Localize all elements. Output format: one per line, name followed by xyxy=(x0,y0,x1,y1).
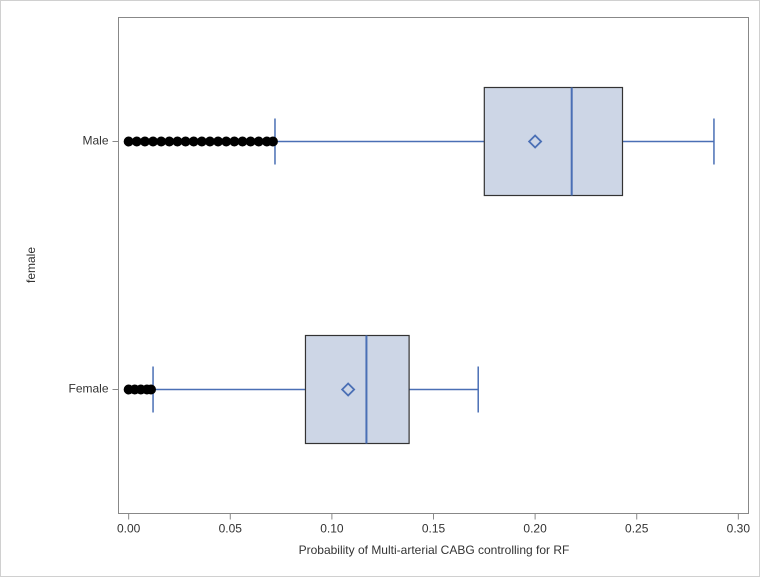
mean-marker xyxy=(527,134,543,149)
outlier xyxy=(229,136,240,147)
outlier xyxy=(253,136,264,147)
outlier xyxy=(146,384,157,395)
outlier xyxy=(131,136,142,147)
x-axis-label: Probability of Multi-arterial CABG contr… xyxy=(299,543,570,557)
y-tick-label: Female xyxy=(68,382,108,396)
outlier xyxy=(172,136,183,147)
y-tick-label: Male xyxy=(82,134,108,148)
x-tick-label: 0.30 xyxy=(727,522,751,536)
y-axis-label: female xyxy=(24,247,38,283)
outlier xyxy=(204,136,215,147)
x-tick-label: 0.20 xyxy=(523,522,547,536)
x-tick-label: 0.15 xyxy=(422,522,446,536)
x-tick-label: 0.10 xyxy=(320,522,344,536)
box xyxy=(304,334,410,445)
outlier xyxy=(267,136,278,147)
outlier xyxy=(180,136,191,147)
outlier xyxy=(164,136,175,147)
x-tick-label: 0.25 xyxy=(625,522,649,536)
outlier xyxy=(196,136,207,147)
outlier xyxy=(188,136,199,147)
outlier xyxy=(245,136,256,147)
outlier xyxy=(139,136,150,147)
outlier xyxy=(123,136,134,147)
outlier xyxy=(213,136,224,147)
mean-marker xyxy=(340,382,356,397)
box xyxy=(483,86,624,197)
outlier xyxy=(148,136,159,147)
outlier xyxy=(237,136,248,147)
outlier xyxy=(156,136,167,147)
outlier xyxy=(221,136,232,147)
x-tick-label: 0.05 xyxy=(219,522,243,536)
x-tick-label: 0.00 xyxy=(117,522,141,536)
